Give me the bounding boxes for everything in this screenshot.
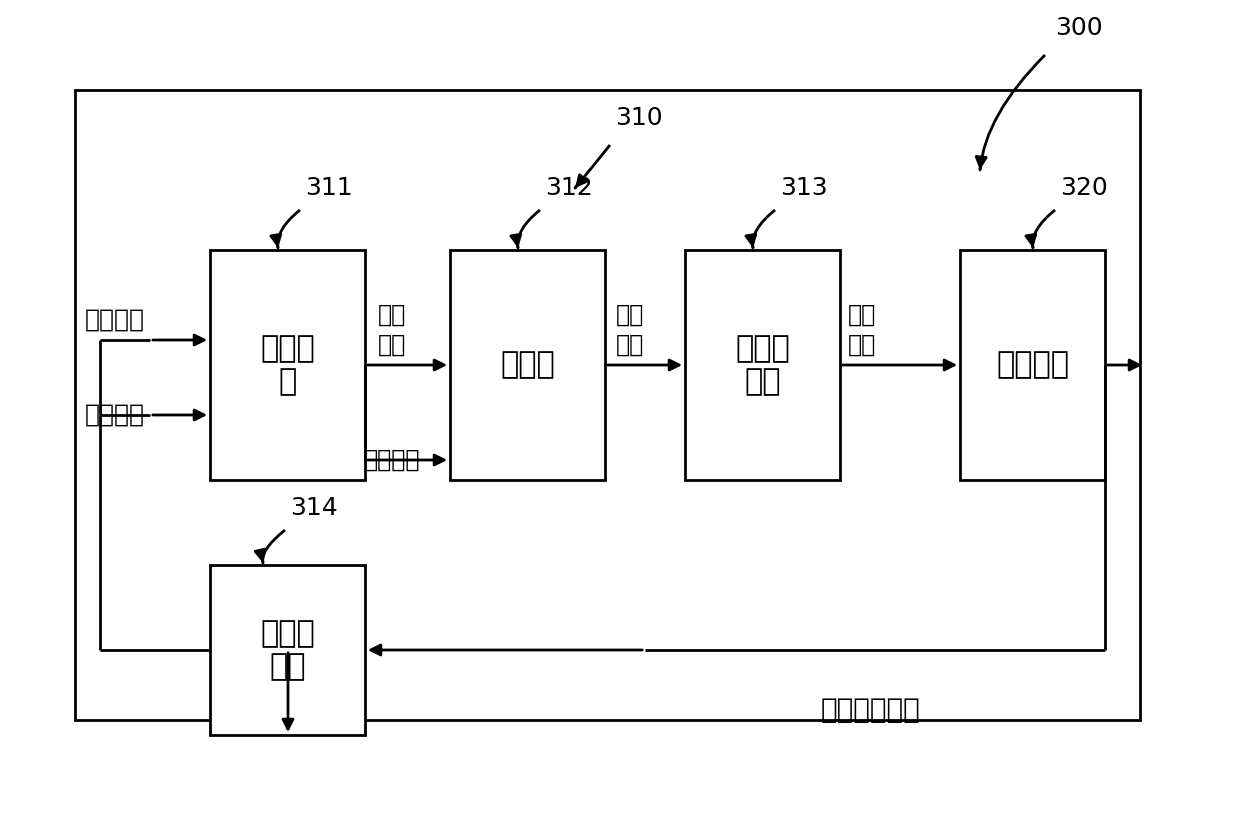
Text: 反馈信号: 反馈信号	[86, 403, 145, 427]
Text: 积分模
块: 积分模 块	[260, 334, 315, 397]
Text: 300: 300	[1055, 16, 1102, 40]
Text: 处理电路: 处理电路	[996, 351, 1069, 379]
Bar	[960, 250, 1105, 480]
Bar	[684, 250, 839, 480]
Text: 积分
信号: 积分 信号	[378, 304, 407, 357]
Bar	[450, 250, 605, 480]
Bar	[210, 250, 365, 480]
Text: 313: 313	[780, 176, 827, 200]
Text: 电流检测电路: 电流检测电路	[820, 696, 920, 724]
Text: 参考电平: 参考电平	[363, 448, 420, 472]
Text: 310: 310	[615, 106, 662, 130]
Text: 负反馈
模块: 负反馈 模块	[260, 619, 315, 681]
Text: 数字
信号: 数字 信号	[848, 304, 877, 357]
Text: 传输控
制器: 传输控 制器	[735, 334, 790, 397]
Text: 比较器: 比较器	[500, 351, 554, 379]
Text: 314: 314	[290, 496, 337, 520]
Bar	[74, 90, 1140, 720]
Text: 312: 312	[546, 176, 593, 200]
Text: 311: 311	[305, 176, 352, 200]
Bar	[210, 565, 365, 735]
Text: 初始信号: 初始信号	[86, 308, 145, 332]
Text: 比较
信号: 比较 信号	[616, 304, 644, 357]
Text: 320: 320	[1060, 176, 1107, 200]
